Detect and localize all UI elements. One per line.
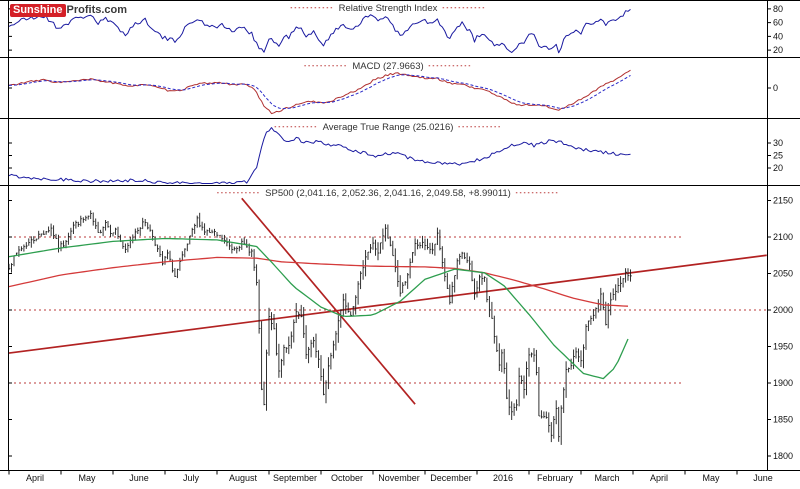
macd-line [8,69,631,115]
rsi-title: Relative Strength Index [339,3,438,14]
y-tick-label: 1800 [773,451,793,461]
y-tick-label: 2150 [773,196,793,206]
month-label: May [702,473,720,483]
y-axis-labels: 80 60 40 20 0 30 25 20 2150 2100 2050 2000 1950 1900 1… [8,4,793,461]
atr-line [8,127,631,184]
y-tick-label: 40 [773,31,783,41]
month-label: 2016 [493,473,513,483]
chart-frame [0,0,800,471]
trend-lines [8,197,767,405]
month-label: September [273,473,317,483]
atr-title: Average True Range (25.0216) [323,122,454,133]
y-tick-label: 20 [773,45,783,55]
falling-resistance-line [241,197,416,405]
y-tick-label: 2050 [773,269,793,279]
y-tick-label: 1950 [773,342,793,352]
atr-panel [8,127,631,184]
price-bars [8,210,632,445]
y-tick-label: 60 [773,18,783,28]
rsi-panel [8,9,631,54]
y-tick-label: 1850 [773,415,793,425]
y-tick-label: 2100 [773,232,793,242]
brand-logo[interactable]: Sunshine Profits.com [10,4,127,17]
y-tick-label: 30 [773,138,783,148]
month-label: June [753,473,773,483]
y-tick-label: 0 [773,83,778,93]
support-resistance-levels [9,236,767,384]
y-tick-label: 80 [773,4,783,14]
month-label: June [129,473,149,483]
MA-slow-line [8,256,629,307]
month-label: April [650,473,668,483]
macd-title: MACD (27.9663) [352,61,423,72]
month-label: May [78,473,96,483]
macd-signal-line [8,74,631,110]
month-label: April [26,473,44,483]
price-title: SP500 (2,041.16, 2,052.36, 2,041.16, 2,0… [265,188,511,199]
y-tick-label: 20 [773,163,783,173]
month-label: July [183,473,200,483]
month-label: March [594,473,619,483]
rising-support-line [8,254,767,354]
y-tick-label: 1900 [773,378,793,388]
month-label: November [378,473,420,483]
x-axis: April May June July August September October No… [8,470,773,483]
y-tick-label: 2000 [773,305,793,315]
brand-logo-primary: Sunshine [10,4,66,17]
month-label: October [331,473,363,483]
y-tick-label: 25 [773,151,783,161]
rsi-line [8,9,631,54]
month-label: February [537,473,574,483]
MA-fast-line [8,237,629,380]
panel-titles: Relative Strength Index MACD (27.9663) Ave… [217,2,559,201]
macd-panel [8,69,631,115]
month-label: August [229,473,258,483]
month-label: December [430,473,472,483]
moving-averages [8,237,629,380]
brand-logo-secondary: Profits.com [66,4,128,16]
